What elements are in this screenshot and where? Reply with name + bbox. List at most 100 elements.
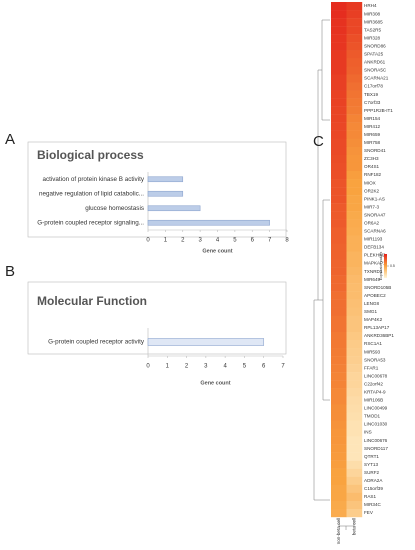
heatmap-cell (331, 235, 347, 244)
heatmap-cell (346, 267, 363, 276)
row-label: SPATA25 (364, 52, 384, 57)
heatmap-cell (331, 34, 347, 43)
heatmap-cell (331, 412, 347, 421)
heatmap-cell (331, 122, 347, 131)
row-label: SMG1 (364, 309, 377, 314)
heatmap-cell (331, 420, 347, 429)
bar (147, 338, 265, 346)
row-label: LINC01030 (364, 422, 388, 427)
dendrogram (313, 19, 355, 530)
heatmap-cell (331, 372, 347, 381)
row-label: MIR3685 (364, 19, 383, 24)
heatmap-cell (331, 452, 347, 461)
heatmap-cell (346, 420, 363, 429)
column-label: non-beta cell (336, 518, 341, 544)
panel-letter: C (313, 133, 324, 150)
row-label: ZC3H3 (364, 156, 379, 161)
bar (147, 176, 184, 183)
heatmap-cell (346, 364, 363, 373)
heatmap-cell (331, 484, 347, 494)
row-label: KRTAP4-9 (364, 389, 386, 394)
heatmap-cell (346, 146, 363, 156)
heatmap-cell (331, 203, 347, 212)
row-label: SNORD86 (364, 43, 386, 48)
heatmap-cell (346, 380, 363, 389)
heatmap-cell (331, 2, 347, 11)
row-label: MIR7-3 (364, 204, 380, 209)
heatmap-cell (331, 428, 347, 437)
row-label: C22orf42 (364, 381, 383, 386)
heatmap-cell (331, 492, 347, 502)
row-label: HRH4 (364, 3, 377, 8)
heatmap-cell (346, 98, 363, 107)
heatmap-cell (346, 275, 363, 284)
heatmap-cell (346, 412, 363, 421)
heatmap-cell (346, 436, 363, 445)
heatmap-cell (331, 259, 347, 268)
row-label: SURF2 (364, 470, 380, 475)
heatmap-cell (331, 74, 347, 83)
row-label: C15orf39 (364, 486, 383, 491)
row-label: ADRA2A (364, 478, 383, 483)
row-label: ANKRD36BP1 (364, 333, 394, 338)
heatmap-cell (346, 211, 363, 220)
bar (147, 205, 201, 212)
row-label: LINC00499 (364, 406, 388, 411)
heatmap-cell (346, 138, 363, 148)
heatmap-cell (331, 307, 347, 317)
heatmap-cell (346, 10, 363, 19)
row-label: RNF182 (364, 172, 382, 177)
heatmap-cell (346, 259, 363, 268)
heatmap-cell (331, 291, 347, 300)
heatmap-cell (331, 10, 347, 19)
heatmap-cell (331, 404, 347, 413)
chart-title: Biological process (37, 148, 144, 162)
row-label: TAS2R5 (364, 27, 381, 32)
row-label: SNORA5C (364, 68, 387, 73)
row-label: SCARNA21 (364, 76, 389, 81)
heatmap-cell (346, 331, 363, 341)
row-label: DEFB134 (364, 245, 384, 250)
heatmap-cell (331, 331, 347, 341)
heatmap-cell (346, 452, 363, 461)
x-tick-label: 6 (251, 238, 255, 244)
colorbar-label: Expression values (379, 252, 383, 281)
heatmap-cell (346, 187, 363, 196)
heatmap-cell (331, 364, 347, 373)
column-label: beta cell (351, 518, 356, 535)
heatmap-cell (331, 130, 347, 139)
row-label: SCARNA6 (364, 229, 386, 234)
heatmap-cell (346, 283, 363, 292)
heatmap-cell (346, 291, 363, 300)
row-label: TXNRD1 (364, 269, 383, 274)
row-label: FFAR1 (364, 365, 379, 370)
row-label: MIR659 (364, 132, 381, 137)
heatmap-cell (346, 106, 363, 115)
row-label: C17orf78 (364, 84, 383, 89)
x-tick-label: 2 (181, 238, 185, 244)
row-label: MIR758 (364, 140, 381, 145)
heatmap-cell (346, 404, 363, 413)
heatmap-cell (331, 436, 347, 445)
heatmap-cell (331, 195, 347, 204)
heatmap-cell (331, 283, 347, 292)
row-label: LENG8 (364, 301, 380, 306)
row-label: MAPKAP1 (364, 261, 386, 266)
row-label: C7orf33 (364, 100, 381, 105)
heatmap-cell (331, 162, 347, 172)
row-label: QTRT1 (364, 454, 379, 459)
colorbar (384, 254, 387, 278)
heatmap-cell (346, 34, 363, 43)
heatmap-cell (331, 146, 347, 156)
row-label: PINK1-AS (364, 196, 385, 201)
dendrogram-branch (313, 19, 330, 501)
heatmap-cell (346, 219, 363, 228)
panel-letter: A (5, 131, 15, 148)
heatmap-cell (331, 138, 347, 148)
heatmap-cell (346, 339, 363, 349)
heatmap-cell (331, 388, 347, 397)
heatmap-cell (346, 396, 363, 405)
x-tick-label: 1 (166, 364, 170, 370)
heatmap-cell (331, 380, 347, 389)
row-label: ANKRD61 (364, 60, 386, 65)
